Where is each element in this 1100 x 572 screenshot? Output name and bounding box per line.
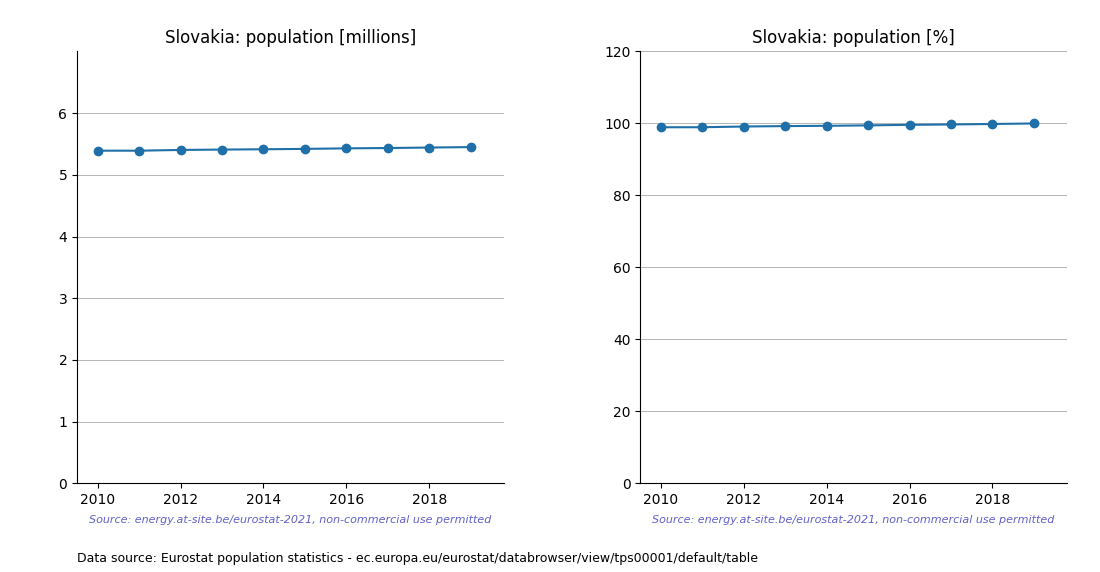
Title: Slovakia: population [millions]: Slovakia: population [millions] [165,29,416,47]
Title: Slovakia: population [%]: Slovakia: population [%] [752,29,955,47]
Text: Source: energy.at-site.be/eurostat-2021, non-commercial use permitted: Source: energy.at-site.be/eurostat-2021,… [652,515,1055,525]
Text: Data source: Eurostat population statistics - ec.europa.eu/eurostat/databrowser/: Data source: Eurostat population statist… [77,552,758,565]
Text: Source: energy.at-site.be/eurostat-2021, non-commercial use permitted: Source: energy.at-site.be/eurostat-2021,… [89,515,492,525]
